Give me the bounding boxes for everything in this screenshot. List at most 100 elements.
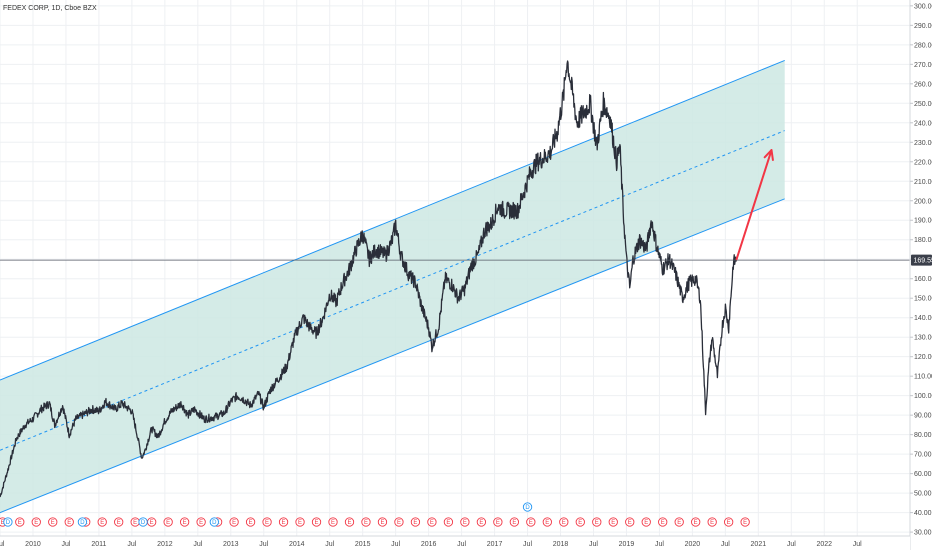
earnings-event-icon[interactable]: [427, 517, 437, 527]
time-axis-label: Jul: [523, 541, 532, 548]
earnings-event-icon[interactable]: [707, 517, 717, 527]
earnings-event-label: E: [743, 520, 747, 526]
earnings-event-icon[interactable]: [410, 517, 421, 527]
time-axis[interactable]: Jul 2010 Jul 2011 Jul 2012 Jul 2013 Jul 2014 Jul 20…: [0, 541, 862, 548]
earnings-event-label: E: [430, 520, 434, 526]
earnings-event-icon[interactable]: [245, 517, 256, 527]
earnings-event-icon[interactable]: [361, 517, 371, 527]
earnings-event-icon[interactable]: [443, 517, 454, 527]
price-axis-label: 130.00: [914, 335, 932, 342]
dividend-event-icon[interactable]: [3, 517, 13, 527]
price-axis-label: 150.00: [914, 296, 932, 303]
earnings-event-icon[interactable]: [559, 517, 569, 527]
earnings-event-label: E: [265, 520, 269, 526]
earnings-event-icon[interactable]: [608, 517, 618, 527]
projection-arrow[interactable]: [735, 149, 774, 261]
price-axis-label: 50.00: [914, 491, 932, 498]
earnings-event-label: E: [133, 520, 137, 526]
price-axis-label: 220.00: [914, 159, 932, 166]
earnings-event-label: E: [34, 520, 38, 526]
regression-channel[interactable]: [0, 59, 785, 514]
price-axis[interactable]: 30.00 40.00 50.00 60.00 70.00 80.00 90.00 100.0…: [910, 3, 932, 537]
earnings-event-icon[interactable]: [31, 517, 41, 527]
price-axis-label: 260.00: [914, 81, 932, 88]
earnings-event-icon[interactable]: [394, 517, 404, 527]
price-axis-label: 30.00: [914, 530, 932, 537]
earnings-event-icon[interactable]: [575, 517, 585, 527]
earnings-event-icon[interactable]: [476, 517, 487, 527]
earnings-event-label: E: [1, 520, 5, 526]
earnings-event-icon[interactable]: [526, 517, 536, 527]
earnings-event-icon[interactable]: [15, 517, 25, 527]
earnings-event-icon[interactable]: [740, 517, 750, 527]
time-axis-label: 2010: [25, 541, 41, 548]
earnings-event-label: E: [100, 520, 104, 526]
earnings-event-label: E: [18, 520, 22, 526]
channel-mid-line[interactable]: [0, 130, 785, 451]
earnings-event-icon[interactable]: [64, 517, 74, 527]
earnings-event-icon[interactable]: [163, 517, 173, 527]
earnings-event-icon[interactable]: [295, 517, 305, 527]
price-axis-label: 290.00: [914, 23, 932, 30]
earnings-event-icon[interactable]: [493, 517, 503, 527]
earnings-event-label: E: [661, 520, 665, 526]
earnings-event-label: E: [595, 520, 599, 526]
earnings-event-icon[interactable]: [344, 517, 355, 527]
price-axis-label: 110.00: [914, 374, 932, 381]
earnings-event-icon[interactable]: [48, 517, 58, 527]
earnings-event-icon[interactable]: [658, 517, 668, 527]
earnings-event-icon[interactable]: [328, 517, 338, 527]
earnings-event-icon[interactable]: [460, 517, 470, 527]
earnings-event-icon[interactable]: [196, 517, 206, 527]
earnings-event-icon[interactable]: [542, 517, 552, 527]
time-axis-label: 2019: [619, 541, 635, 548]
earnings-event-icon[interactable]: [691, 517, 701, 527]
earnings-event-icon[interactable]: [262, 517, 272, 527]
earnings-event-icon[interactable]: [592, 517, 602, 527]
time-axis-label: 2021: [751, 541, 767, 548]
earnings-event-label: E: [446, 520, 450, 526]
arrow-shaft[interactable]: [735, 149, 773, 261]
dividend-event-icon[interactable]: [77, 517, 88, 527]
earnings-event-label: E: [727, 520, 731, 526]
earnings-event-label: E: [710, 520, 714, 526]
earnings-event-icon[interactable]: [114, 517, 124, 527]
price-axis-label: 40.00: [914, 510, 932, 517]
dividend-event-icon[interactable]: [138, 517, 148, 527]
earnings-event-icon[interactable]: [674, 517, 684, 527]
arrow-head[interactable]: [763, 149, 774, 161]
earnings-event-icon[interactable]: [509, 517, 519, 527]
earnings-event-icon[interactable]: [229, 517, 239, 527]
last-price-tag-label: 169.55: [914, 258, 932, 265]
earnings-event-icon[interactable]: [97, 517, 107, 527]
earnings-event-label: E: [364, 520, 368, 526]
dividend-event-icon[interactable]: [209, 517, 219, 527]
earnings-event-icon[interactable]: [641, 517, 651, 527]
earnings-event-label: E: [67, 520, 71, 526]
channel-lower-line[interactable]: [0, 198, 785, 514]
earnings-event-label: E: [628, 520, 632, 526]
price-axis-label: 90.00: [914, 413, 932, 420]
earnings-event-label: E: [199, 520, 203, 526]
earnings-event-icon[interactable]: [278, 517, 289, 527]
last-price-tag: 169.55: [911, 254, 932, 266]
price-axis-label: 230.00: [914, 140, 932, 147]
chart-title: FEDEX CORP, 1D, Cboe BZX: [3, 5, 97, 12]
dividend-event-icon[interactable]: [522, 502, 533, 512]
earnings-event-icon[interactable]: [179, 517, 190, 527]
price-axis-label: 140.00: [914, 315, 932, 322]
earnings-event-icon[interactable]: [311, 517, 322, 527]
price-axis-label: 300.00: [914, 3, 932, 10]
earnings-event-icon[interactable]: [625, 517, 635, 527]
price-axis-label: 190.00: [914, 218, 932, 225]
earnings-event-label: E: [677, 520, 681, 526]
time-axis-label: 2015: [355, 541, 371, 548]
time-axis-label: Jul: [655, 541, 664, 548]
price-axis-panel[interactable]: [910, 0, 932, 550]
earnings-event-icon[interactable]: [724, 517, 734, 527]
dividend-event-label: D: [212, 520, 217, 526]
time-axis-panel[interactable]: [0, 536, 910, 550]
channel-upper-line[interactable]: [0, 59, 785, 381]
earnings-event-icon[interactable]: [377, 517, 388, 527]
